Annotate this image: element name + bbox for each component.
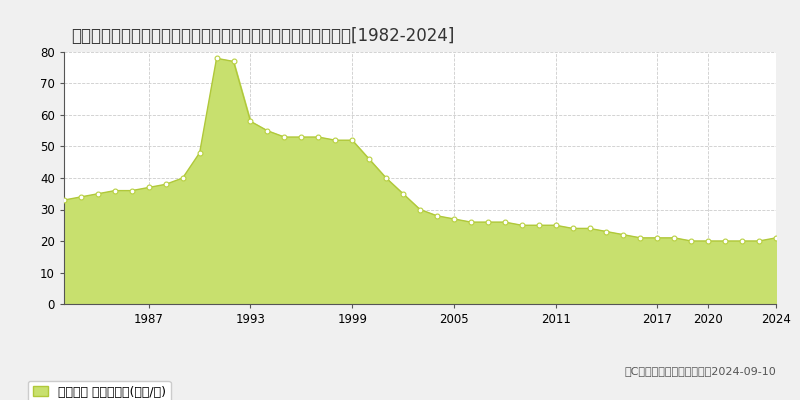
Text: 大阪府河内長野市汐の宮町１４５番１８　地価公示　地価推移[1982-2024]: 大阪府河内長野市汐の宮町１４５番１８ 地価公示 地価推移[1982-2024] bbox=[71, 27, 454, 45]
Legend: 地価公示 平均坪単価(万円/坪): 地価公示 平均坪単価(万円/坪) bbox=[27, 380, 170, 400]
Text: （C）土地価格ドットコム　2024-09-10: （C）土地価格ドットコム 2024-09-10 bbox=[624, 366, 776, 376]
